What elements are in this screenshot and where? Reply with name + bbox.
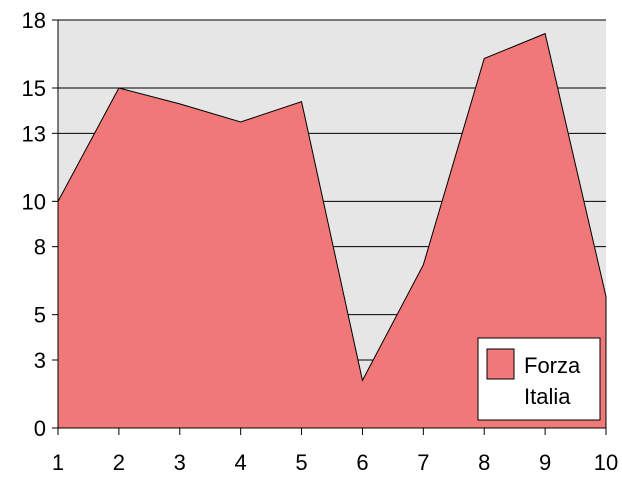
y-tick-label: 8 [34, 235, 46, 260]
legend-label-line2: Italia [524, 384, 571, 409]
x-tick-label: 9 [539, 450, 551, 475]
y-tick-label: 0 [34, 416, 46, 441]
legend-swatch-forza-italia [486, 348, 515, 380]
y-tick-label: 3 [34, 348, 46, 373]
x-axis-tick-labels: 1 2 3 4 5 6 7 8 9 10 [52, 450, 618, 475]
x-tick-label: 4 [235, 450, 247, 475]
legend-label-line1: Forza [524, 353, 581, 378]
x-tick-label: 5 [295, 450, 307, 475]
x-tick-label: 8 [478, 450, 490, 475]
y-tick-label: 15 [22, 76, 46, 101]
x-axis-tick-marks [57, 428, 607, 435]
x-tick-label: 7 [417, 450, 429, 475]
y-tick-label: 13 [22, 121, 46, 146]
x-tick-label: 6 [356, 450, 368, 475]
y-tick-label: 18 [22, 8, 46, 33]
y-axis-tick-labels: 0 3 5 8 10 13 15 18 [22, 8, 58, 441]
x-tick-label: 10 [594, 450, 618, 475]
y-tick-label: 10 [22, 189, 46, 214]
x-tick-label: 3 [174, 450, 186, 475]
series-area-forza-italia [57, 32, 607, 429]
x-tick-label: 1 [52, 450, 64, 475]
x-tick-label: 2 [113, 450, 125, 475]
y-tick-label: 5 [34, 303, 46, 328]
legend: Forza Italia [477, 337, 601, 421]
